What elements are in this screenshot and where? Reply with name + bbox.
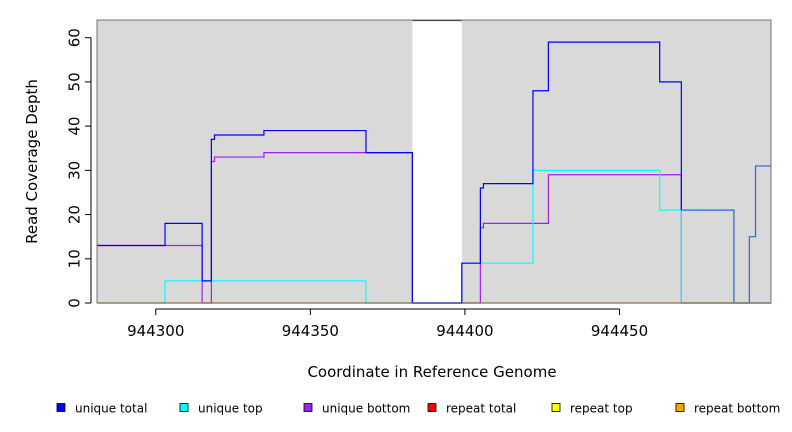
legend-item-repeat-top: repeat top [551,402,633,416]
x-tick-label: 944450 [591,322,648,340]
y-tick-label: 10 [66,249,84,268]
legend-swatch [303,403,313,412]
y-axis: 0 10 20 30 40 50 60 [66,28,92,308]
legend-item-unique-top: unique top [179,402,263,416]
y-tick-label: 20 [66,205,84,224]
y-axis-title: Read Coverage Depth [23,79,41,244]
y-tick-label: 0 [66,298,84,308]
legend-swatch [427,403,437,412]
x-tick-label: 944300 [127,322,184,340]
legend-label: repeat total [446,402,516,416]
legend-swatch [675,403,685,412]
legend-label: unique bottom [322,402,410,416]
legend-item-repeat-total: repeat total [427,402,516,416]
legend-item-unique-total: unique total [56,402,147,416]
x-axis: 944300 944350 944400 944450 [127,308,648,340]
series-line-unique-top [97,169,771,304]
legend: unique total unique top unique bottom repea… [56,402,780,416]
y-tick-label: 50 [66,72,84,91]
legend-label: repeat top [570,402,633,416]
legend-item-unique-bottom: unique bottom [303,402,410,416]
legend-label: unique total [75,402,147,416]
x-tick-label: 944350 [282,322,339,340]
legend-label: unique top [198,402,263,416]
legend-label: repeat bottom [694,402,780,416]
legend-swatch [179,403,189,412]
y-tick-label: 60 [66,28,84,47]
legend-item-repeat-bottom: repeat bottom [675,402,780,416]
gap-region [412,20,462,304]
x-axis-title: Coordinate in Reference Genome [307,363,556,381]
y-tick-label: 30 [66,161,84,180]
y-tick-label: 40 [66,117,84,136]
legend-swatch [551,403,561,412]
legend-swatch [56,403,66,412]
x-tick-label: 944400 [436,322,493,340]
series-line-unique-total-continued [681,165,771,304]
plot-frame [96,19,772,304]
